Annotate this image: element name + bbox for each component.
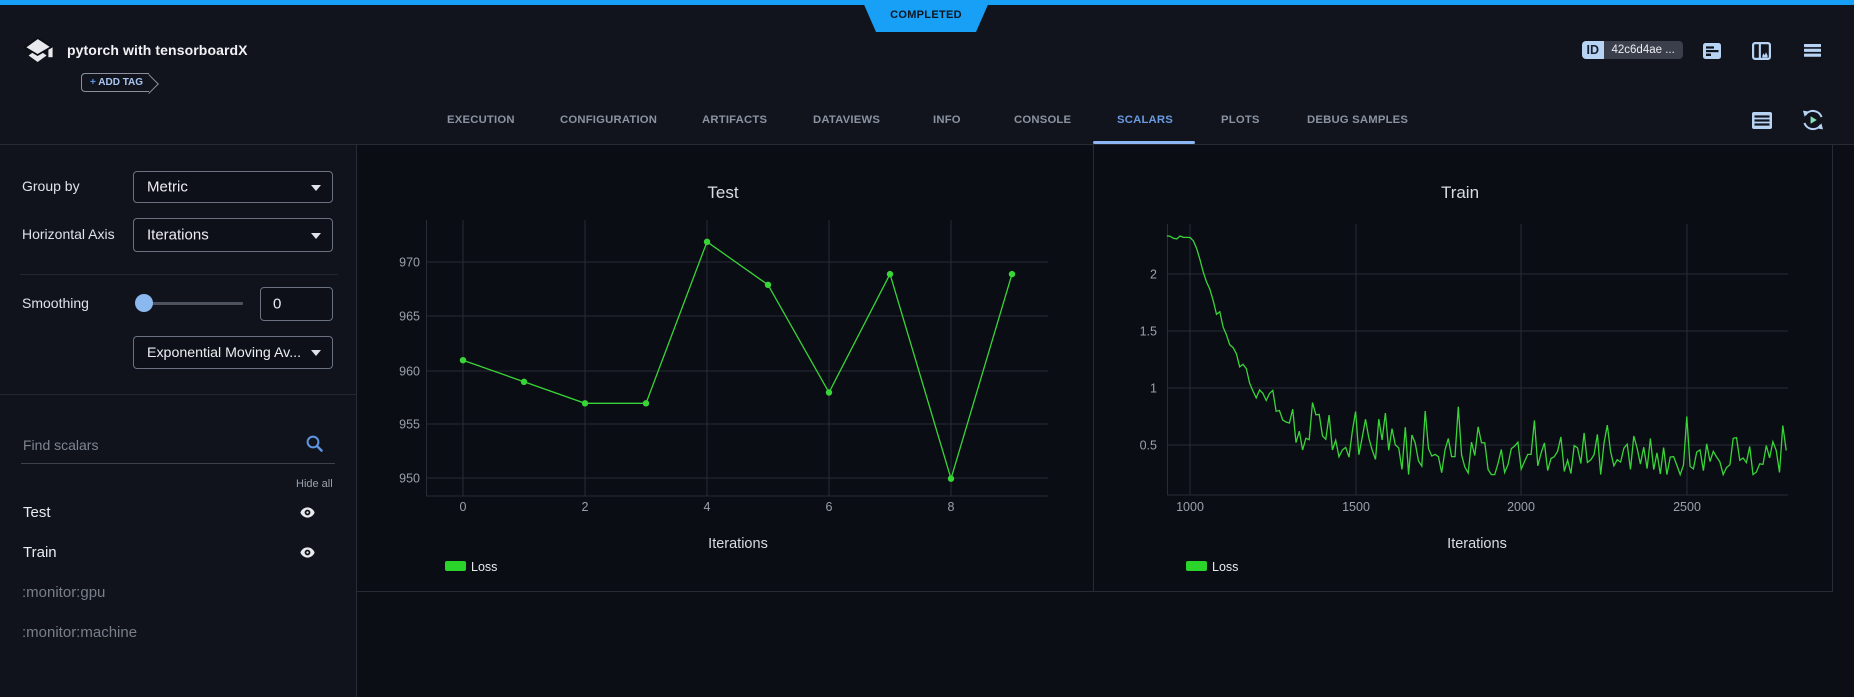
svg-text:1.5: 1.5: [1140, 325, 1157, 339]
svg-text:6: 6: [826, 500, 833, 514]
svg-text:2500: 2500: [1673, 500, 1701, 514]
svg-text:0.5: 0.5: [1140, 439, 1157, 453]
svg-text:1000: 1000: [1176, 500, 1204, 514]
svg-text:4: 4: [704, 500, 711, 514]
svg-text:960: 960: [399, 365, 420, 379]
svg-text:Train: Train: [1441, 183, 1479, 202]
svg-text:970: 970: [399, 256, 420, 270]
svg-text:950: 950: [399, 472, 420, 486]
svg-text:1500: 1500: [1342, 500, 1370, 514]
svg-text:Loss: Loss: [1212, 560, 1238, 574]
svg-text:Loss: Loss: [471, 560, 497, 574]
svg-text:8: 8: [948, 500, 955, 514]
svg-text:1: 1: [1150, 382, 1157, 396]
svg-text:Iterations: Iterations: [708, 536, 768, 552]
svg-text:2000: 2000: [1507, 500, 1535, 514]
svg-text:Test: Test: [707, 183, 738, 202]
svg-text:2: 2: [1150, 268, 1157, 282]
svg-text:0: 0: [460, 500, 467, 514]
svg-text:965: 965: [399, 310, 420, 324]
svg-text:2: 2: [582, 500, 589, 514]
svg-text:Iterations: Iterations: [1447, 536, 1507, 552]
svg-text:955: 955: [399, 418, 420, 432]
